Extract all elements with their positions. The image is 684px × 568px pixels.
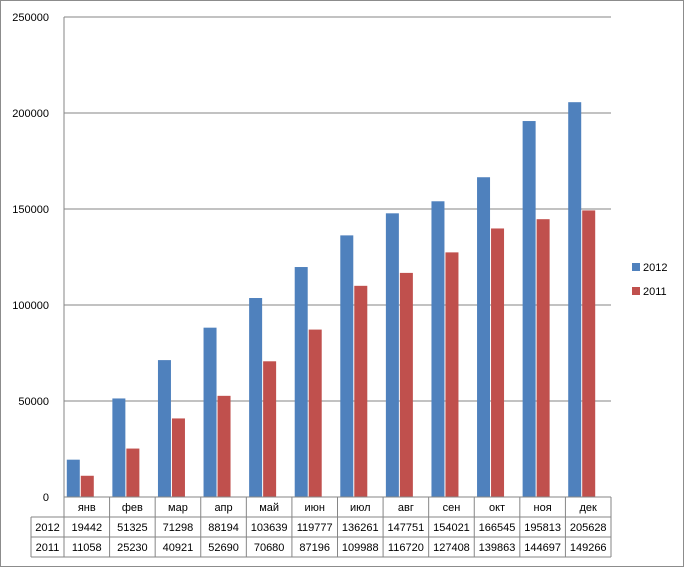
y-tick-label: 150000 <box>12 204 49 216</box>
x-tick-label: июн <box>304 502 324 514</box>
x-tick-label: сен <box>443 502 461 514</box>
y-tick-label: 50000 <box>18 396 49 408</box>
data-label: 88194 <box>208 522 239 534</box>
bar-2011-сен <box>445 252 459 497</box>
data-label: 154021 <box>433 522 470 534</box>
data-label: 19442 <box>71 522 102 534</box>
data-label: 166545 <box>479 522 516 534</box>
bar-2011-май <box>263 361 277 497</box>
bar-2012-июл <box>340 235 354 497</box>
data-label: 119777 <box>297 522 333 534</box>
bar-2012-ноя <box>522 121 536 498</box>
data-label: 139863 <box>479 542 516 554</box>
data-label: 149266 <box>570 542 607 554</box>
data-label: 127408 <box>433 542 470 554</box>
table-series-label: 2012 <box>35 522 59 534</box>
x-tick-label: янв <box>78 502 96 514</box>
data-label: 52690 <box>208 542 239 554</box>
bar-2011-дек <box>582 210 596 497</box>
data-label: 51325 <box>117 522 148 534</box>
data-label: 40921 <box>163 542 194 554</box>
x-tick-label: дек <box>580 502 598 514</box>
bar-2011-окт <box>491 228 505 497</box>
bar-2012-май <box>249 298 263 497</box>
data-label: 205628 <box>570 522 607 534</box>
x-tick-label: фев <box>122 502 143 514</box>
data-label: 147751 <box>388 522 425 534</box>
y-tick-label: 250000 <box>12 12 49 24</box>
x-tick-label: апр <box>214 502 232 514</box>
data-label: 87196 <box>299 542 330 554</box>
table-series-label: 2011 <box>36 542 60 554</box>
bar-2011-апр <box>217 395 231 497</box>
data-label: 116720 <box>388 542 424 554</box>
data-label: 103639 <box>251 522 288 534</box>
bar-2012-авг <box>385 213 399 497</box>
bar-2011-июн <box>308 329 322 497</box>
data-label: 25230 <box>117 542 148 554</box>
x-tick-label: авг <box>398 502 414 514</box>
x-tick-label: ноя <box>534 502 552 514</box>
data-label: 70680 <box>254 542 285 554</box>
data-label: 195813 <box>524 522 561 534</box>
bar-2011-авг <box>399 272 413 497</box>
bar-2012-окт <box>477 177 491 498</box>
y-tick-label: 0 <box>43 492 49 504</box>
data-label: 144697 <box>524 542 561 554</box>
bar-2011-ноя <box>536 219 550 497</box>
x-tick-label: май <box>259 502 279 514</box>
bar-2012-янв <box>66 459 80 497</box>
y-tick-label: 100000 <box>12 300 49 312</box>
bar-2012-сен <box>431 201 445 498</box>
legend-label: 2011 <box>643 286 667 298</box>
y-tick-label: 200000 <box>12 108 49 120</box>
data-label: 71298 <box>163 522 194 534</box>
bar-2012-мар <box>157 360 171 497</box>
bar-2011-мар <box>171 418 185 497</box>
legend-label: 2012 <box>643 262 667 274</box>
legend-swatch-2011 <box>632 287 640 295</box>
data-label: 109988 <box>342 542 379 554</box>
x-tick-label: мар <box>168 502 188 514</box>
data-label: 136261 <box>342 522 379 534</box>
data-label: 11058 <box>72 542 102 554</box>
x-tick-label: июл <box>350 502 371 514</box>
bar-2012-дек <box>568 102 582 497</box>
x-tick-label: окт <box>489 502 505 514</box>
bar-2012-фев <box>112 398 126 497</box>
bar-2011-июл <box>354 285 368 497</box>
bar-2011-янв <box>80 475 94 497</box>
bar-2012-июн <box>294 267 308 497</box>
bar-2011-фев <box>126 448 140 497</box>
bar-2012-апр <box>203 327 217 497</box>
legend-swatch-2012 <box>632 263 640 271</box>
